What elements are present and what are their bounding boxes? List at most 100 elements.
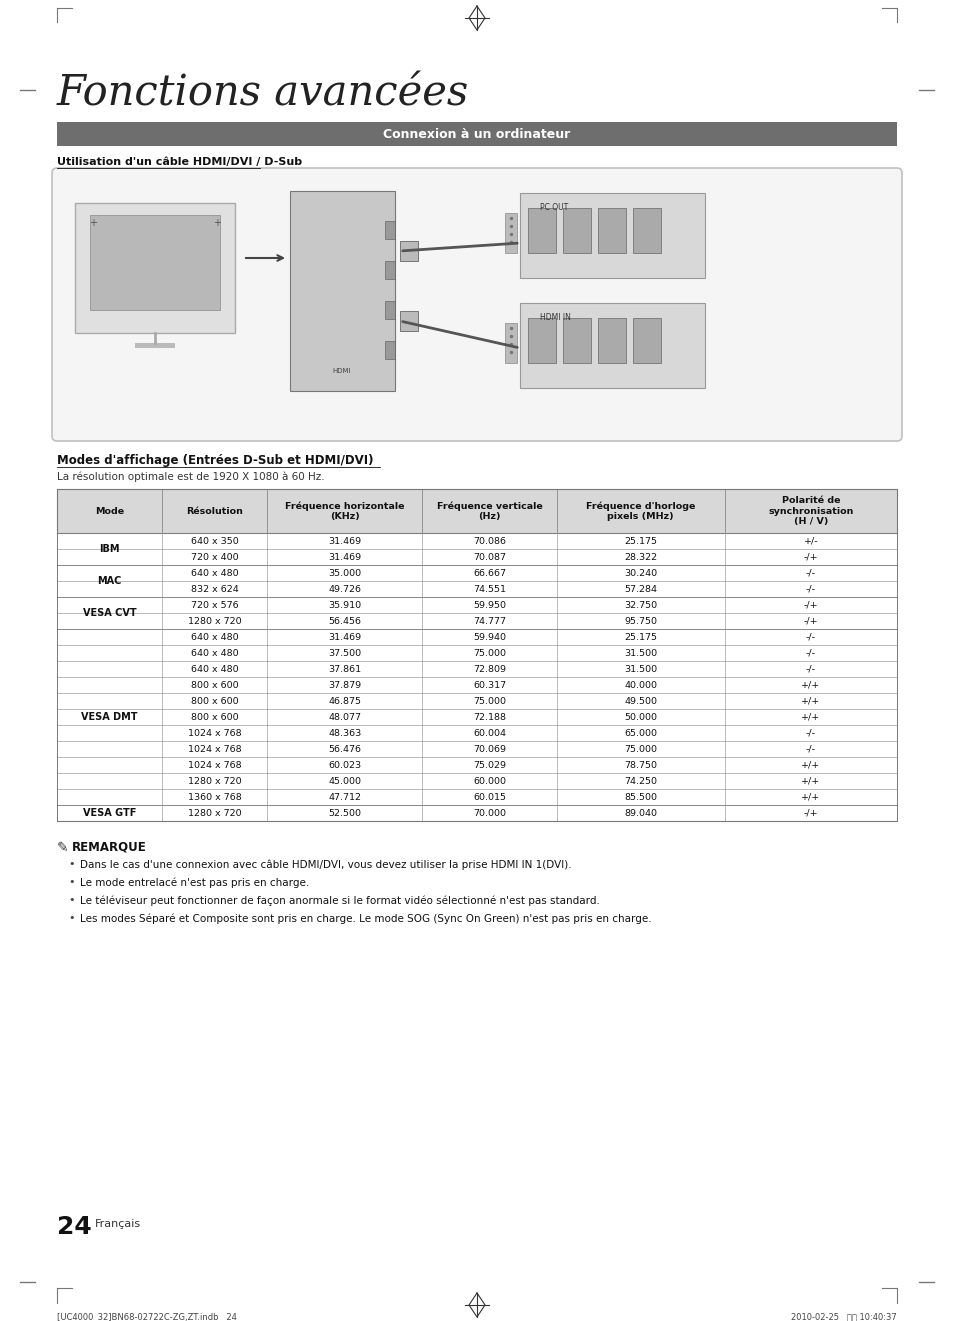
Text: 25.175: 25.175 [623, 633, 657, 642]
Text: 47.712: 47.712 [328, 793, 361, 802]
Text: 800 x 600: 800 x 600 [191, 712, 238, 721]
Text: 31.469: 31.469 [328, 633, 361, 642]
FancyBboxPatch shape [57, 757, 896, 773]
FancyBboxPatch shape [57, 629, 896, 645]
Text: 28.322: 28.322 [623, 552, 657, 561]
Text: -/+: -/+ [802, 601, 818, 609]
Text: 40.000: 40.000 [623, 680, 657, 690]
Text: +/+: +/+ [801, 761, 820, 770]
Text: 60.023: 60.023 [328, 761, 361, 770]
Text: 1024 x 768: 1024 x 768 [188, 745, 241, 753]
Text: Fréquence horizontale
(KHz): Fréquence horizontale (KHz) [285, 501, 404, 520]
FancyBboxPatch shape [75, 203, 234, 333]
FancyBboxPatch shape [598, 318, 625, 363]
Text: -/-: -/- [805, 664, 815, 674]
Text: +/-: +/- [802, 536, 818, 546]
Text: 70.000: 70.000 [473, 808, 506, 818]
Text: Fréquence verticale
(Hz): Fréquence verticale (Hz) [436, 501, 542, 520]
FancyBboxPatch shape [57, 122, 896, 147]
Text: 56.476: 56.476 [328, 745, 361, 753]
FancyBboxPatch shape [57, 741, 896, 757]
Text: 37.500: 37.500 [328, 649, 361, 658]
FancyBboxPatch shape [598, 207, 625, 254]
FancyBboxPatch shape [399, 310, 417, 332]
Text: 31.469: 31.469 [328, 536, 361, 546]
Text: 57.284: 57.284 [623, 584, 657, 593]
Text: 1360 x 768: 1360 x 768 [188, 793, 241, 802]
Text: 800 x 600: 800 x 600 [191, 696, 238, 705]
FancyBboxPatch shape [57, 565, 896, 581]
Text: 65.000: 65.000 [623, 728, 657, 737]
Text: •: • [68, 913, 74, 923]
FancyBboxPatch shape [90, 215, 220, 310]
Text: 75.000: 75.000 [473, 649, 506, 658]
FancyBboxPatch shape [57, 550, 896, 565]
Text: 35.910: 35.910 [328, 601, 361, 609]
FancyBboxPatch shape [57, 804, 896, 820]
FancyBboxPatch shape [57, 645, 896, 660]
Text: 75.029: 75.029 [473, 761, 506, 770]
Text: Fonctions avancées: Fonctions avancées [57, 73, 469, 115]
Text: Le téléviseur peut fonctionner de façon anormale si le format vidéo sélectionné : Le téléviseur peut fonctionner de façon … [80, 896, 599, 905]
Text: 48.363: 48.363 [328, 728, 361, 737]
FancyBboxPatch shape [57, 694, 896, 709]
FancyBboxPatch shape [57, 725, 896, 741]
Text: Polarité de
synchronisation
(H / V): Polarité de synchronisation (H / V) [767, 497, 853, 526]
Text: Utilisation d'un câble HDMI/DVI / D-Sub: Utilisation d'un câble HDMI/DVI / D-Sub [57, 157, 302, 166]
Text: 720 x 576: 720 x 576 [191, 601, 238, 609]
FancyBboxPatch shape [385, 301, 395, 318]
Text: 49.500: 49.500 [623, 696, 657, 705]
FancyBboxPatch shape [135, 343, 174, 347]
FancyBboxPatch shape [519, 193, 704, 277]
FancyBboxPatch shape [52, 168, 901, 441]
Text: -/-: -/- [805, 649, 815, 658]
Text: 1024 x 768: 1024 x 768 [188, 728, 241, 737]
FancyBboxPatch shape [504, 213, 517, 254]
Text: 2010-02-25   오전 10:40:37: 2010-02-25 오전 10:40:37 [790, 1312, 896, 1321]
Text: +/+: +/+ [801, 712, 820, 721]
Text: Fréquence d'horloge
pixels (MHz): Fréquence d'horloge pixels (MHz) [585, 501, 695, 520]
FancyBboxPatch shape [57, 613, 896, 629]
Text: 60.317: 60.317 [473, 680, 506, 690]
Text: VESA GTF: VESA GTF [83, 808, 136, 818]
Text: 75.000: 75.000 [623, 745, 657, 753]
Text: 1024 x 768: 1024 x 768 [188, 761, 241, 770]
Text: 37.879: 37.879 [328, 680, 361, 690]
Text: MAC: MAC [97, 576, 122, 587]
FancyBboxPatch shape [57, 660, 896, 676]
Text: 1280 x 720: 1280 x 720 [188, 808, 241, 818]
FancyBboxPatch shape [57, 532, 896, 550]
Text: +/+: +/+ [801, 777, 820, 786]
Text: 59.950: 59.950 [473, 601, 506, 609]
FancyBboxPatch shape [57, 489, 896, 532]
FancyBboxPatch shape [385, 262, 395, 279]
Text: HDMI IN: HDMI IN [539, 313, 570, 322]
FancyBboxPatch shape [57, 597, 896, 613]
Text: •: • [68, 877, 74, 886]
FancyBboxPatch shape [57, 773, 896, 789]
FancyBboxPatch shape [57, 789, 896, 804]
Text: -/-: -/- [805, 568, 815, 577]
Text: 70.086: 70.086 [473, 536, 506, 546]
Text: 35.000: 35.000 [328, 568, 361, 577]
Text: Connexion à un ordinateur: Connexion à un ordinateur [383, 128, 570, 140]
Text: 32.750: 32.750 [623, 601, 657, 609]
Text: 56.456: 56.456 [328, 617, 361, 626]
Text: Résolution: Résolution [186, 506, 243, 515]
Text: Les modes Séparé et Composite sont pris en charge. Le mode SOG (Sync On Green) n: Les modes Séparé et Composite sont pris … [80, 913, 651, 923]
Text: La résolution optimale est de 1920 X 1080 à 60 Hz.: La résolution optimale est de 1920 X 108… [57, 472, 324, 482]
Text: 66.667: 66.667 [473, 568, 506, 577]
Text: 31.469: 31.469 [328, 552, 361, 561]
Text: 1280 x 720: 1280 x 720 [188, 617, 241, 626]
Text: 640 x 480: 640 x 480 [191, 664, 238, 674]
FancyBboxPatch shape [399, 240, 417, 262]
Text: +: + [89, 218, 97, 229]
Text: 24: 24 [57, 1215, 91, 1239]
Text: 72.809: 72.809 [473, 664, 506, 674]
Text: +/+: +/+ [801, 793, 820, 802]
FancyBboxPatch shape [57, 581, 896, 597]
FancyBboxPatch shape [633, 207, 660, 254]
Text: Le mode entrelacé n'est pas pris en charge.: Le mode entrelacé n'est pas pris en char… [80, 877, 309, 888]
Text: 89.040: 89.040 [623, 808, 657, 818]
FancyBboxPatch shape [633, 318, 660, 363]
